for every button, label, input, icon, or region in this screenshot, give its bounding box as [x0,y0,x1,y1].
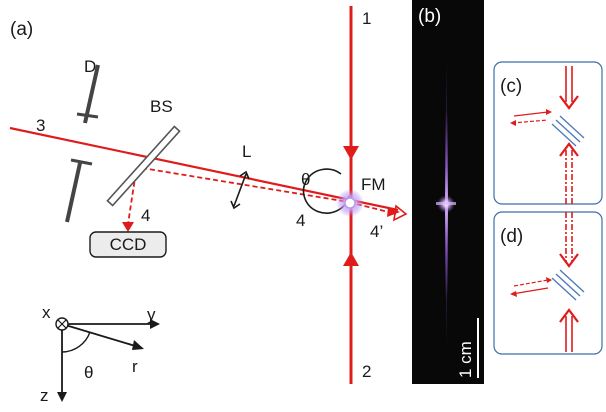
beam-splitter [106,125,181,207]
beam-4-fm-label: 4 [296,211,305,230]
panel-c-content [510,66,585,204]
axis-r-label: r [132,357,138,376]
panel-b-image [412,0,484,384]
lens-label: L [242,142,251,161]
axis-z-label: z [40,386,49,405]
axis-x-label: x [42,303,51,322]
beam-3-label: 3 [36,116,45,135]
beam-3-arrow [387,207,400,217]
diaphragm-label: D [84,57,96,76]
panel-d-content [510,212,585,352]
coordinate-axes [55,317,160,402]
ccd-box [89,231,167,258]
beam-4-prime-label: 4’ [370,222,383,241]
ccd-label: CCD [110,235,147,254]
axis-y-label: y [147,305,156,324]
beam-down-arrow [343,146,359,160]
beam-4-ccd-label: 4 [141,206,150,225]
focal-mark-label: FM [361,175,386,194]
beam-3 [9,126,399,212]
beam-splitter-label: BS [150,97,173,116]
diaphragm [65,64,100,223]
panel-d-label: (d) [500,226,523,247]
lens [230,170,250,210]
scale-bar-label: 1 cm [456,341,475,378]
beam-1-label: 1 [362,9,371,28]
panel-a-label: (a) [10,19,33,40]
panel-c-label: (c) [500,76,522,97]
panel-b-label: (b) [418,6,441,27]
focal-mark [344,197,356,209]
beam-4-return [141,167,350,203]
panel-c-box [493,61,603,205]
axis-theta-label: θ [84,363,93,382]
ccd-arrow [122,222,134,232]
beam-2-label: 2 [362,362,371,381]
theta-label: θ [301,170,310,189]
beam-up-arrow [343,252,359,266]
